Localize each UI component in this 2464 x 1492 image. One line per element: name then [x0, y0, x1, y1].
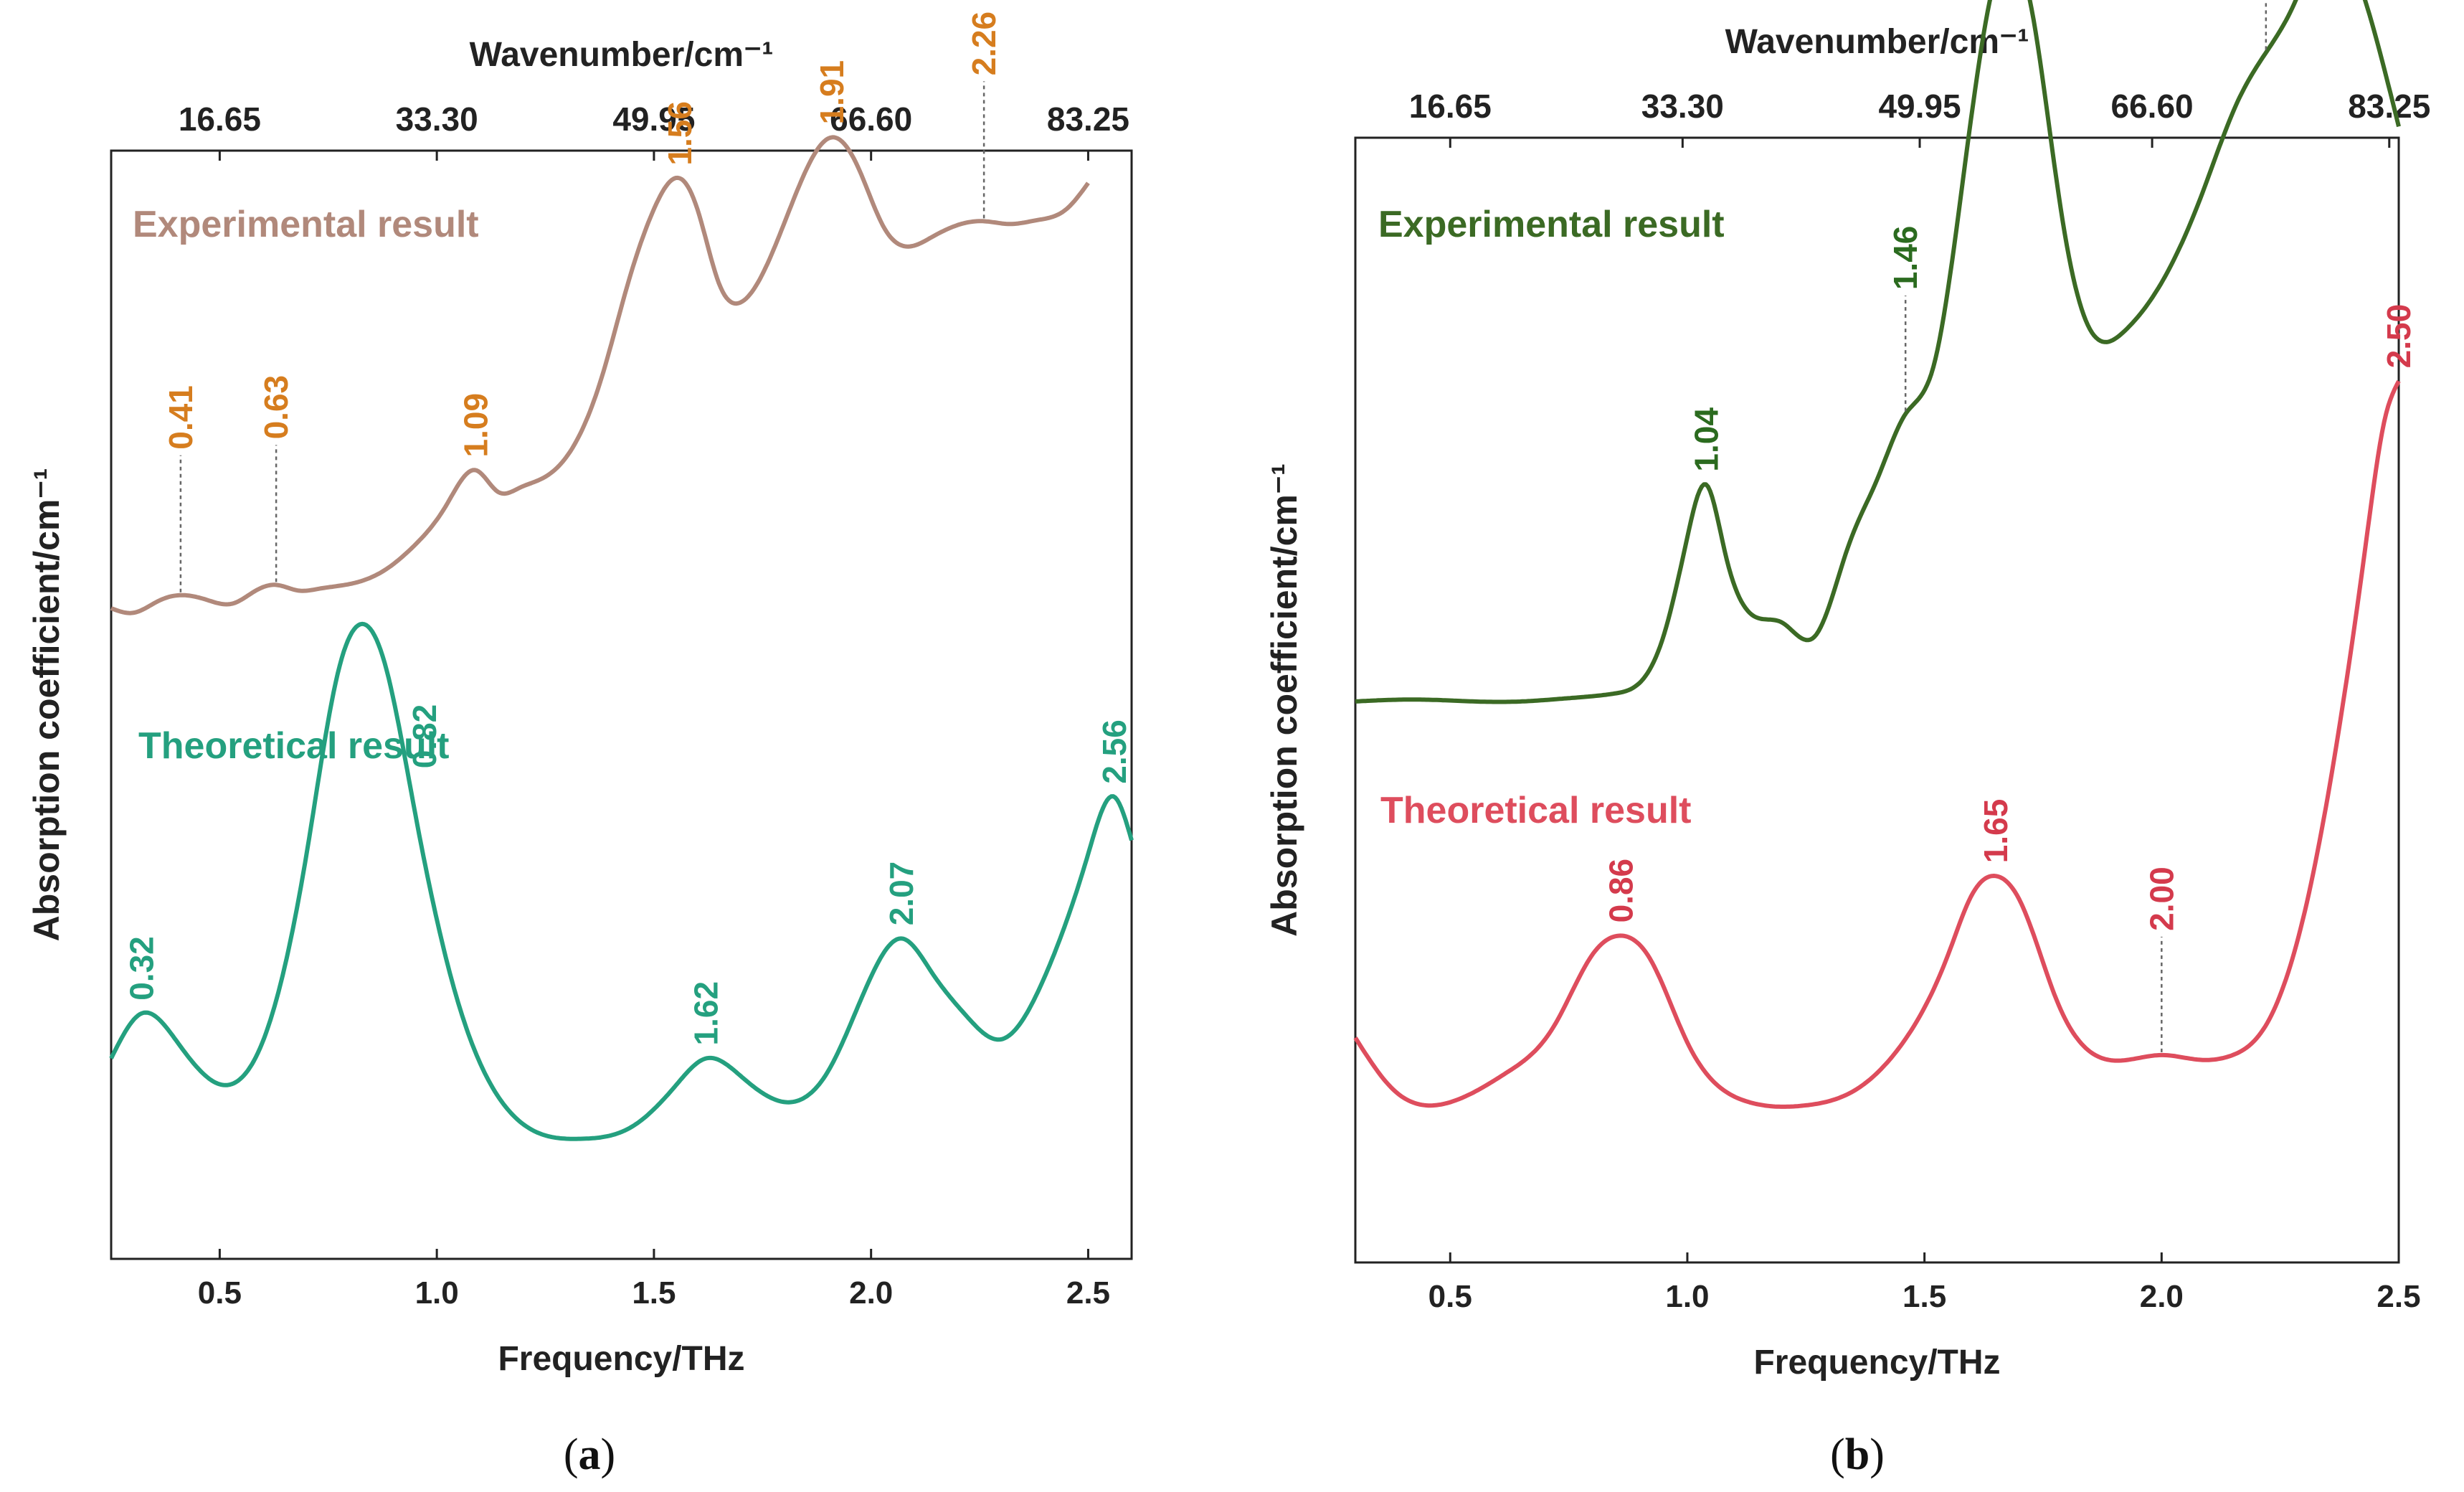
peak-label: 1.91: [813, 60, 850, 125]
top-tick-label: 16.65: [1409, 88, 1492, 125]
series-line-experimental: [1355, 0, 2401, 704]
panel-caption: (a): [564, 1430, 615, 1479]
x-tick-label: 1.0: [415, 1275, 459, 1311]
peak-label: 0.86: [1602, 859, 1639, 923]
y-axis-title: Absorption coefficient/cm⁻¹: [1264, 463, 1304, 937]
series-line-theoretical: [109, 621, 1134, 1141]
series-line-theoretical: [1353, 380, 2401, 1109]
peak-label: 1.04: [1687, 407, 1725, 472]
peak-label: 2.50: [2380, 304, 2417, 369]
series-label-experimental: Experimental result: [133, 204, 479, 245]
plot-frame: [110, 149, 1133, 1260]
peak-label: 1.65: [1977, 799, 2014, 864]
top-tick-label: 83.25: [1047, 100, 1129, 138]
x-axis-title: Frequency/THz: [1753, 1344, 2000, 1382]
x-tick-label: 0.5: [198, 1275, 242, 1311]
x-tick-label: 1.0: [1665, 1279, 1709, 1314]
peak-label: 2.00: [2143, 867, 2180, 931]
y-axis-title: Absorption coefficient/cm⁻¹: [27, 468, 67, 942]
peak-label: 2.56: [1096, 719, 1133, 784]
x-tick-label: 2.5: [1066, 1275, 1110, 1311]
top-tick-label: 49.95: [612, 100, 695, 138]
peak-label: 1.46: [1887, 226, 1924, 291]
x-tick-label: 2.0: [849, 1275, 893, 1311]
top-tick-label: 66.60: [2111, 88, 2194, 125]
peak-label: 1.09: [458, 393, 495, 458]
caption-letter: b: [1845, 1430, 1870, 1479]
peak-label: 0.82: [406, 704, 443, 769]
peak-label: 0.63: [257, 375, 295, 440]
top-axis-title: Wavenumber/cm⁻¹: [470, 36, 774, 74]
series-label-theoretical: Theoretical result: [1380, 790, 1691, 831]
caption-paren-open: (: [564, 1430, 579, 1479]
series-label-experimental: Experimental result: [1378, 204, 1725, 245]
peak-label: 0.32: [123, 936, 160, 1001]
top-tick-label: 33.30: [396, 100, 478, 138]
caption-paren-close: ): [601, 1430, 616, 1479]
series-line-experimental: [110, 135, 1090, 615]
caption-letter: a: [579, 1430, 601, 1479]
peak-label: 2.26: [965, 11, 1003, 76]
top-tick-label: 33.30: [1641, 88, 1724, 125]
series-label-theoretical: Theoretical result: [138, 725, 449, 767]
x-tick-label: 2.0: [2140, 1279, 2184, 1314]
caption-paren-close: ): [1870, 1430, 1885, 1479]
top-tick-label: 66.60: [830, 100, 912, 138]
x-tick-label: 1.5: [1903, 1279, 1946, 1314]
peak-label: 1.62: [688, 981, 725, 1046]
caption-paren-open: (: [1830, 1430, 1845, 1479]
x-axis-title: Frequency/THz: [498, 1340, 744, 1378]
peak-label: 0.41: [162, 385, 199, 450]
peak-label: 1.56: [661, 101, 698, 166]
x-tick-label: 0.5: [1428, 1279, 1472, 1314]
panel-caption: (b): [1830, 1430, 1885, 1479]
x-tick-label: 1.5: [632, 1275, 676, 1311]
peak-label: 2.07: [883, 861, 920, 926]
panel-a: 0.5 1.0 1.5 2.0 2.5 16.65 33.30 49.95 66.60 83.25…: [27, 11, 1134, 1479]
top-tick-label: 49.95: [1878, 88, 1961, 125]
x-tick-label: 2.5: [2377, 1279, 2420, 1314]
panel-b: 0.5 1.0 1.5 2.0 2.516.65 33.30 49.95 66.60 83.25…: [1264, 0, 2430, 1479]
top-tick-label: 16.65: [179, 100, 261, 138]
